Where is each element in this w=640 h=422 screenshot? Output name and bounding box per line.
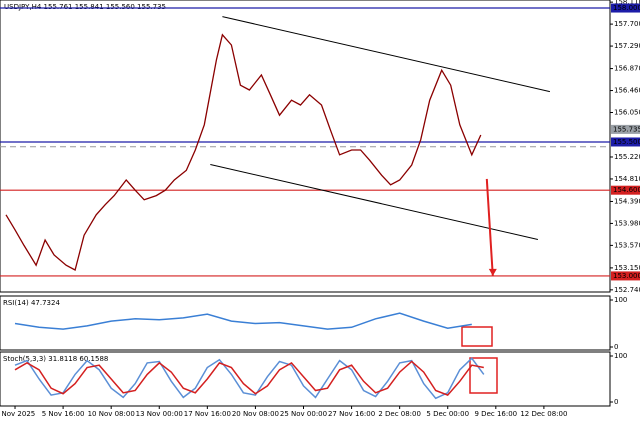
x-tick-label: 10 Nov 08:00 bbox=[88, 410, 135, 418]
channel-line bbox=[210, 164, 539, 240]
x-tick-label: 25 Nov 00:00 bbox=[280, 410, 327, 418]
level-label: 155.500 bbox=[613, 138, 640, 146]
y-tick-label: 153.980 bbox=[614, 219, 640, 227]
highlight-box bbox=[461, 326, 493, 347]
y-tick-label: 0 bbox=[614, 343, 618, 351]
y-tick-label: 0 bbox=[614, 398, 618, 406]
level-label: 154.600 bbox=[613, 186, 640, 194]
level-label: 153.000 bbox=[613, 272, 640, 280]
rsi-panel bbox=[0, 295, 611, 351]
indicator-title: Stoch(5,3,3) 31.8118 60.1588 bbox=[3, 355, 108, 363]
chart-title: USDJPY,H4 155.761 155.841 155.560 155.73… bbox=[4, 3, 166, 11]
arrow bbox=[485, 178, 494, 276]
x-tick-label: 13 Nov 00:00 bbox=[136, 410, 183, 418]
level-label-box bbox=[611, 137, 640, 147]
stoch-panel bbox=[0, 351, 611, 407]
level-label-box bbox=[611, 3, 640, 13]
y-tick-label: 156.460 bbox=[614, 87, 640, 95]
y-tick-label: 153.570 bbox=[614, 241, 640, 249]
x-tick-label: 17 Nov 16:00 bbox=[184, 410, 231, 418]
indicator-line bbox=[14, 357, 485, 400]
y-tick-label: 156.050 bbox=[614, 109, 640, 117]
y-tick-label: 157.700 bbox=[614, 20, 640, 28]
highlight-box bbox=[469, 357, 498, 394]
x-tick-label: 27 Nov 16:00 bbox=[328, 410, 375, 418]
x-tick-label: 3 Nov 2025 bbox=[0, 410, 35, 418]
y-tick-label: 158.110 bbox=[614, 0, 640, 6]
y-tick-label: 157.290 bbox=[614, 42, 640, 50]
y-tick-label: 152.740 bbox=[614, 286, 640, 294]
y-tick-label: 153.150 bbox=[614, 264, 640, 272]
y-tick-label: 156.870 bbox=[614, 65, 640, 73]
x-tick-label: 9 Dec 16:00 bbox=[475, 410, 518, 418]
indicator-line bbox=[14, 312, 472, 330]
indicator-line bbox=[14, 360, 484, 396]
x-tick-label: 2 Dec 08:00 bbox=[378, 410, 421, 418]
x-tick-label: 5 Nov 16:00 bbox=[42, 410, 85, 418]
level-label-box bbox=[611, 271, 640, 281]
y-tick-label: 154.810 bbox=[614, 175, 640, 183]
y-tick-label: 154.390 bbox=[614, 197, 640, 205]
y-tick-label: 155.220 bbox=[614, 153, 640, 161]
main-panel bbox=[0, 0, 611, 293]
arrow-head bbox=[488, 268, 497, 276]
y-tick-label: 100 bbox=[614, 296, 627, 304]
x-tick-label: 20 Nov 08:00 bbox=[232, 410, 279, 418]
x-tick-label: 12 Dec 08:00 bbox=[520, 410, 567, 418]
level-label: 158.000 bbox=[613, 4, 640, 12]
price-line bbox=[5, 33, 482, 271]
price-label-box bbox=[611, 124, 640, 134]
level-label-box bbox=[611, 185, 640, 195]
price-label: 155.735 bbox=[613, 125, 640, 133]
indicator-title: RSI(14) 47.7324 bbox=[3, 299, 60, 307]
y-tick-label: 100 bbox=[614, 352, 627, 360]
x-tick-label: 5 Dec 00:00 bbox=[426, 410, 469, 418]
channel-line bbox=[222, 16, 551, 93]
